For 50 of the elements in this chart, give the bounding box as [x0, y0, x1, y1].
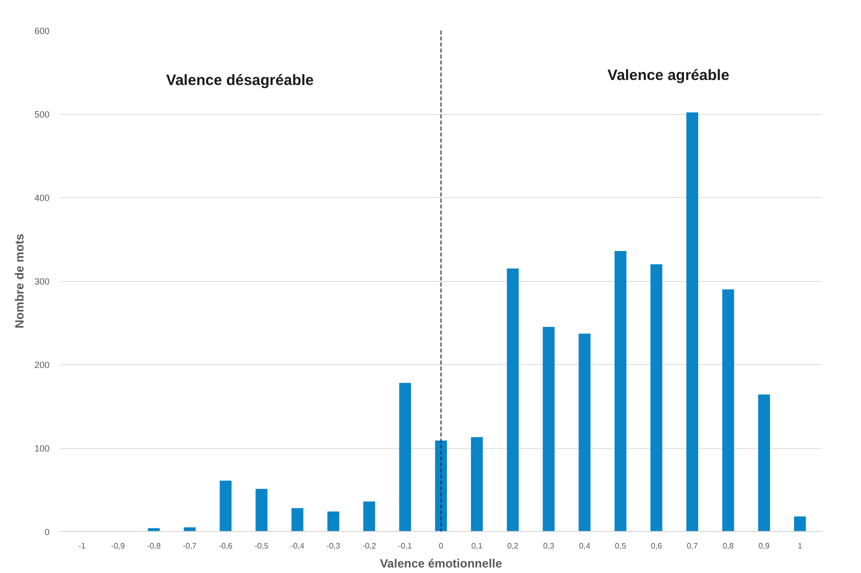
y-tick-label: 500 [34, 110, 50, 120]
bar [399, 382, 412, 532]
bar [291, 508, 304, 532]
x-tick-label: -0,2 [362, 542, 377, 550]
bar [363, 501, 376, 532]
x-tick-label: 1 [798, 542, 803, 550]
x-tick-label: 0,1 [471, 542, 484, 550]
bar [327, 511, 340, 532]
bar [578, 334, 591, 532]
y-axis-title: Nombre de mots [12, 233, 26, 328]
x-tick-label: -0,7 [182, 542, 198, 550]
y-tick-label: 200 [34, 360, 50, 370]
x-tick-label: 0 [438, 542, 444, 550]
bar [435, 440, 447, 532]
y-tick-label: 0 [44, 527, 50, 537]
y-tick-label: 100 [34, 444, 50, 454]
bar [220, 480, 232, 532]
bar [722, 289, 734, 532]
x-tick-label: -0,6 [218, 542, 234, 550]
x-tick-label: -0,9 [111, 542, 126, 550]
x-tick-label: -0,3 [326, 542, 341, 550]
bar [542, 326, 555, 532]
y-tick-label: 600 [34, 26, 50, 36]
x-tick-label: -0,8 [146, 542, 162, 550]
bar [470, 437, 483, 532]
bar [794, 516, 806, 532]
y-tick-label: 300 [34, 276, 50, 286]
bar [148, 528, 160, 532]
bar [650, 264, 662, 532]
bar [614, 250, 626, 532]
x-tick-label: -1 [78, 542, 86, 550]
bar [686, 112, 698, 532]
x-tick-label: -0,5 [254, 542, 269, 550]
x-axis-title: Valence émotionnelle [380, 556, 502, 570]
x-tick-label: 0,6 [650, 542, 662, 550]
x-tick-label: -0,1 [398, 542, 413, 550]
x-tick-label: 0,3 [543, 542, 555, 550]
bar [758, 394, 770, 532]
x-tick-label: 0,9 [758, 542, 770, 550]
x-tick-label: 0,2 [507, 542, 519, 550]
x-tick-label: -0,4 [290, 542, 305, 550]
annotation: Valence désagréable [166, 72, 314, 90]
bar [256, 488, 268, 532]
y-tick-label: 400 [34, 193, 50, 203]
x-tick-label: 0,7 [686, 542, 698, 550]
x-tick-label: 0,8 [722, 542, 734, 550]
x-tick-label: 0,4 [579, 542, 591, 550]
annotation: Valence agréable [608, 67, 730, 84]
bar [506, 268, 519, 532]
x-tick-label: 0,5 [614, 542, 627, 550]
